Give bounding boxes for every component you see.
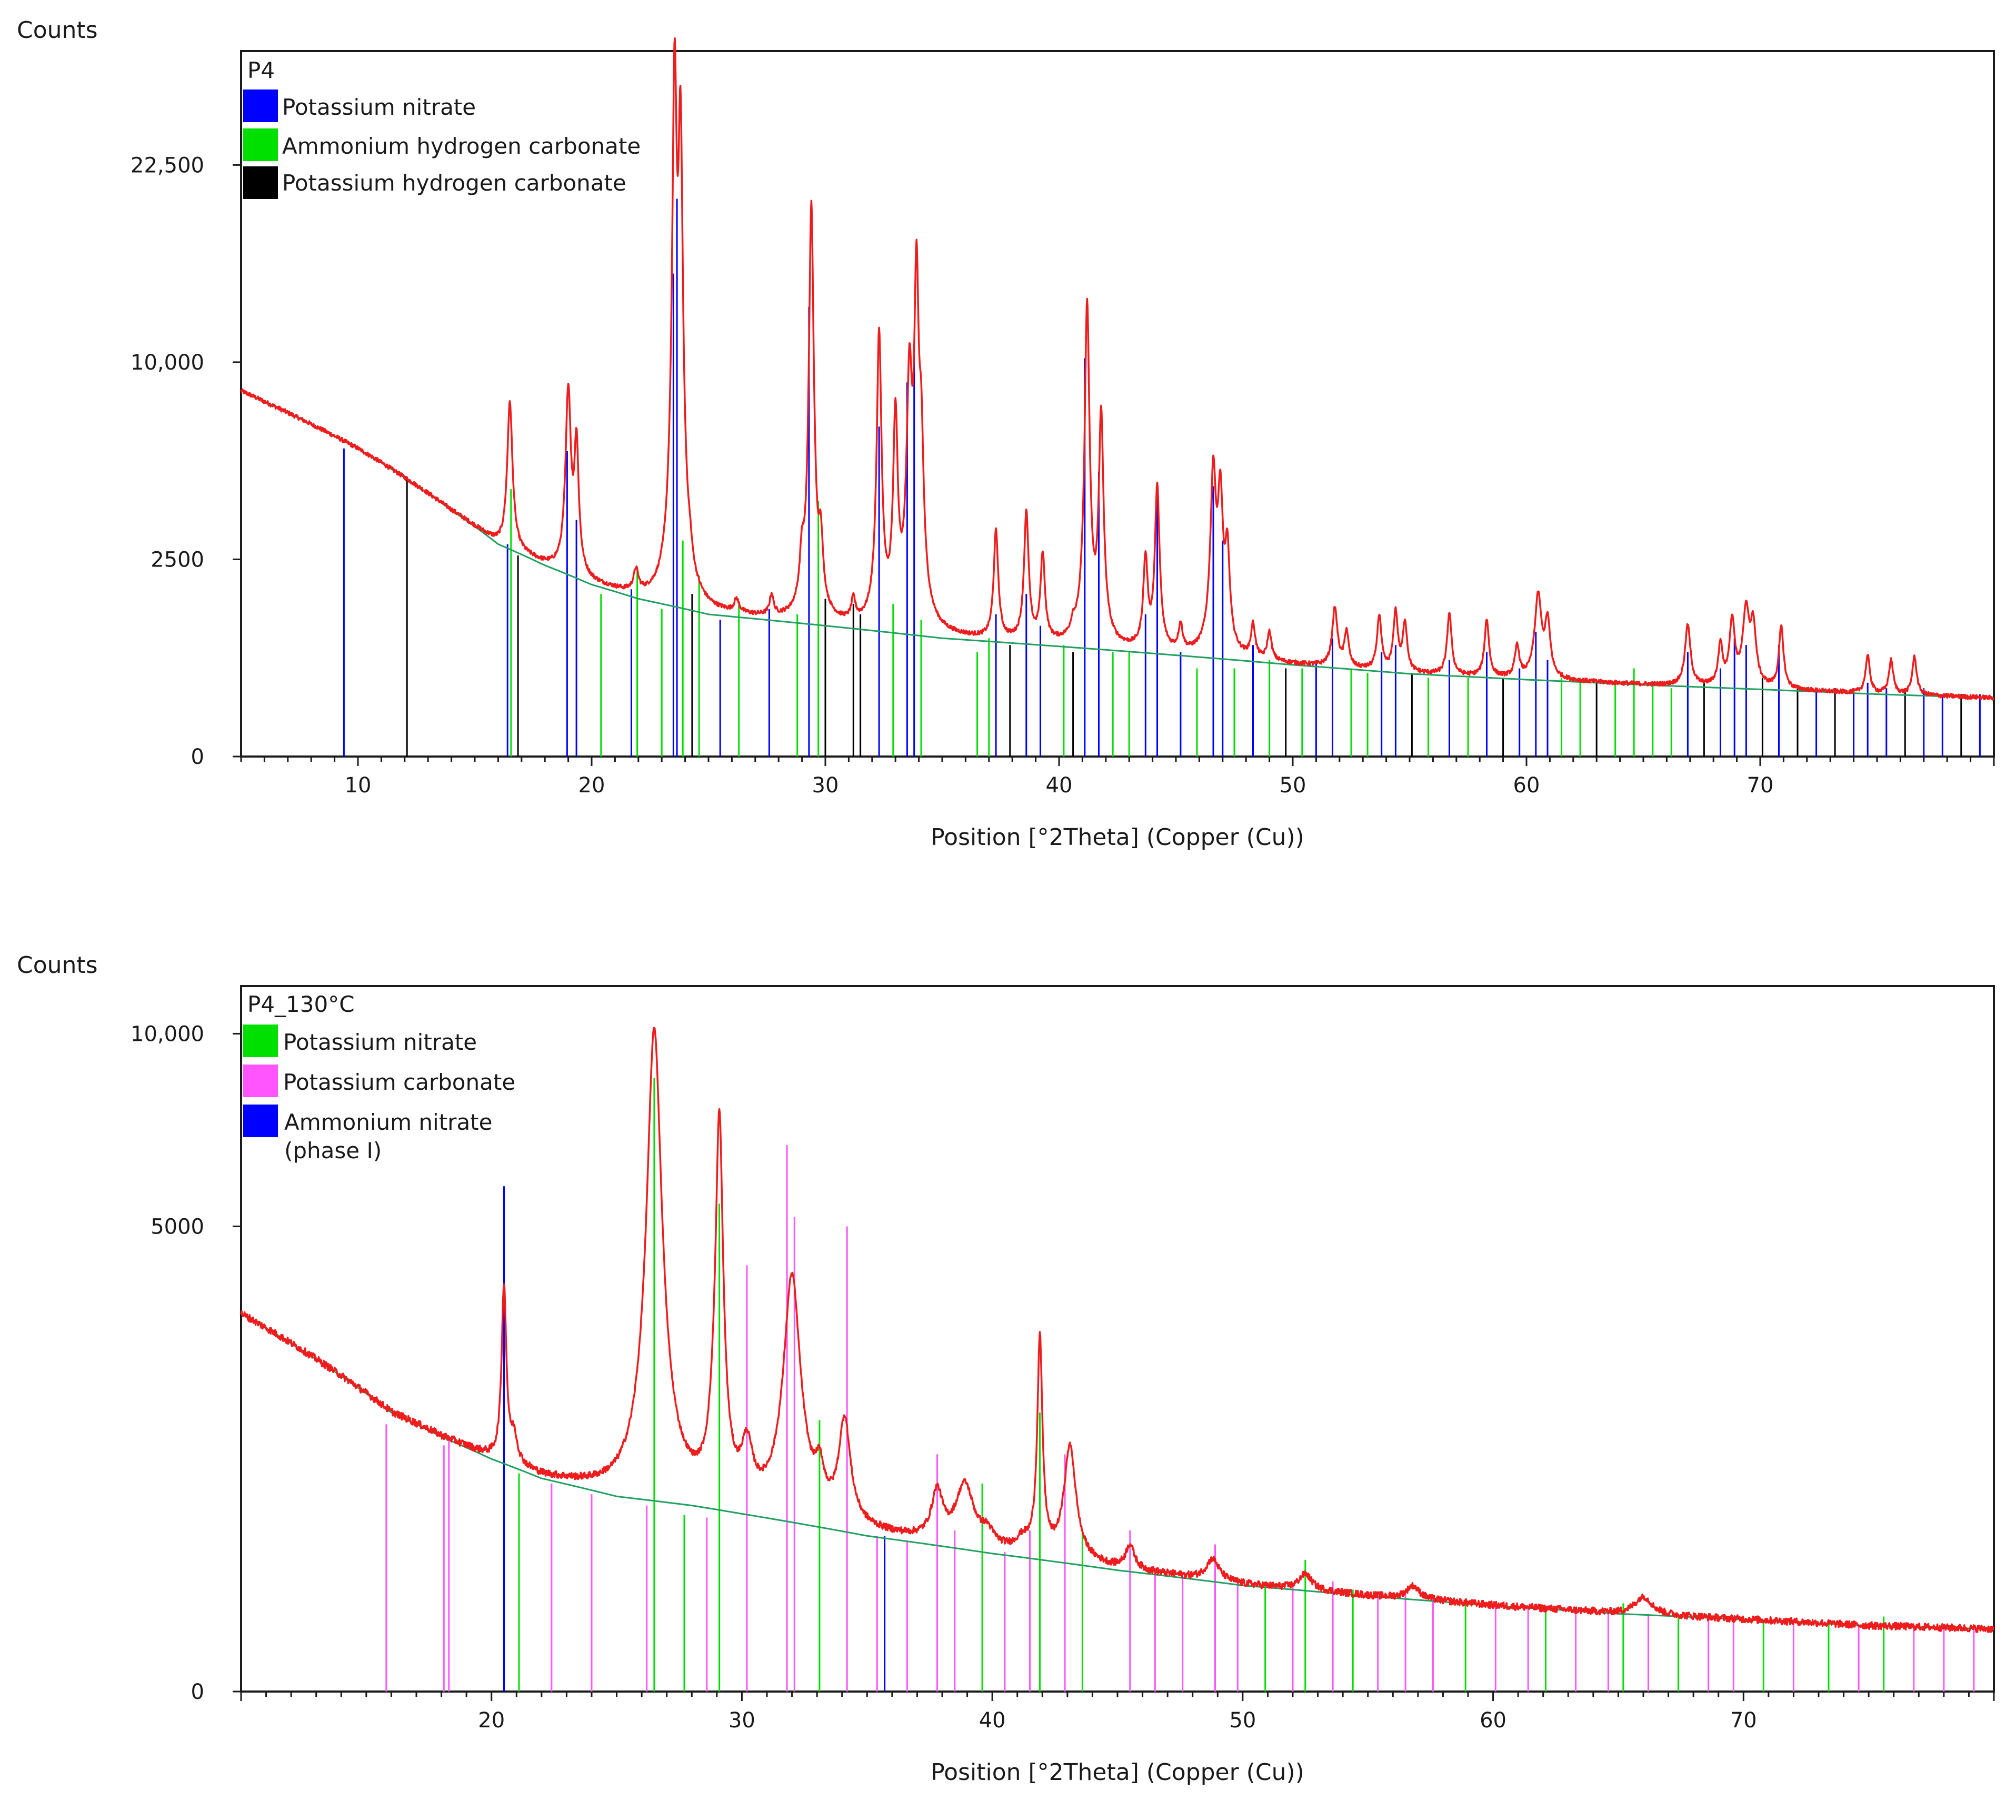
x-tick-label: 50	[1229, 1708, 1256, 1733]
legend-label: Ammonium hydrogen carbonate	[282, 133, 641, 159]
reference-sticks	[343, 198, 1981, 757]
x-tick-label: 20	[478, 1708, 505, 1733]
background-curve	[241, 390, 1994, 699]
legend-item: Potassium nitrate	[243, 1025, 477, 1057]
legend-item: Ammonium nitrate (phase I)	[243, 1105, 493, 1163]
x-tick-label: 70	[1747, 773, 1774, 798]
legend-label-line2: (phase I)	[284, 1138, 382, 1163]
legend-item: Potassium carbonate	[243, 1065, 515, 1097]
x-ticks: 10 20 30 40 50 60 70	[240, 757, 1995, 798]
x-tick-label: 60	[1480, 1708, 1506, 1733]
reference-sticks	[385, 1078, 1975, 1692]
legend-label: Potassium carbonate	[283, 1069, 515, 1095]
x-tick-label: 70	[1730, 1708, 1757, 1733]
measured-pattern	[240, 1027, 1995, 1633]
legend-swatch	[243, 166, 278, 199]
legend-label: Ammonium nitrate	[284, 1109, 493, 1135]
x-tick-label: 40	[1046, 773, 1073, 798]
plot-frame	[240, 50, 1995, 758]
x-tick-label: 30	[728, 1708, 755, 1733]
sample-label: P4	[247, 57, 275, 83]
y-tick-label: 2500	[151, 548, 204, 572]
plot-frame	[240, 985, 1995, 1693]
y-axis-title: Counts	[17, 952, 98, 979]
legend-item: Ammonium hydrogen carbonate	[243, 128, 641, 161]
y-tick-label: 5000	[151, 1215, 204, 1239]
x-tick-label: 10	[345, 773, 372, 798]
legend-item: Potassium hydrogen carbonate	[243, 166, 626, 199]
legend-label: Potassium hydrogen carbonate	[282, 170, 626, 196]
xrd-chart-p4: Counts 10 20 30 40 50 60 70 0250010,00022,500 …	[17, 17, 1995, 851]
x-tick-label: 30	[812, 773, 839, 798]
y-ticks: 0 2500 10,000 22,500	[131, 153, 241, 769]
x-axis-title: Position [°2Theta] (Copper (Cu))	[931, 1759, 1304, 1786]
legend-swatch	[243, 89, 278, 122]
legend: P4_130°C Potassium nitrate Potassium car…	[243, 991, 515, 1163]
legend-label: Potassium nitrate	[283, 1029, 477, 1055]
y-tick-label: 22,500	[131, 153, 204, 177]
x-tick-label: 60	[1513, 773, 1540, 798]
x-tick-label: 50	[1280, 773, 1306, 798]
x-ticks: 20 30 40 50 60 70	[240, 1692, 1995, 1733]
measured-pattern	[240, 37, 1995, 701]
x-tick-label: 20	[578, 773, 605, 798]
legend-item: Potassium nitrate	[243, 89, 476, 122]
x-axis-title: Position [°2Theta] (Copper (Cu))	[931, 824, 1304, 851]
legend-swatch	[243, 1065, 278, 1097]
legend-label: Potassium nitrate	[282, 94, 476, 120]
y-tick-label: 10,000	[131, 351, 204, 375]
xrd-chart-p4-130c: Counts 20 30 40 50 60 70 0 5000 10,000 Position…	[17, 952, 1995, 1786]
y-ticks: 0 5000 10,000	[131, 1022, 241, 1704]
legend: P4 Potassium nitrate Ammonium hydrogen c…	[243, 57, 641, 199]
sample-label: P4_130°C	[247, 991, 355, 1017]
y-axis-title: Counts	[17, 17, 98, 44]
legend-swatch	[243, 1025, 278, 1057]
legend-swatch	[243, 1105, 278, 1137]
y-tick-label: 0	[191, 745, 204, 769]
y-tick-label: 0	[191, 1680, 204, 1704]
x-tick-label: 40	[979, 1708, 1006, 1733]
legend-swatch	[243, 128, 278, 161]
y-tick-label: 10,000	[131, 1022, 204, 1046]
